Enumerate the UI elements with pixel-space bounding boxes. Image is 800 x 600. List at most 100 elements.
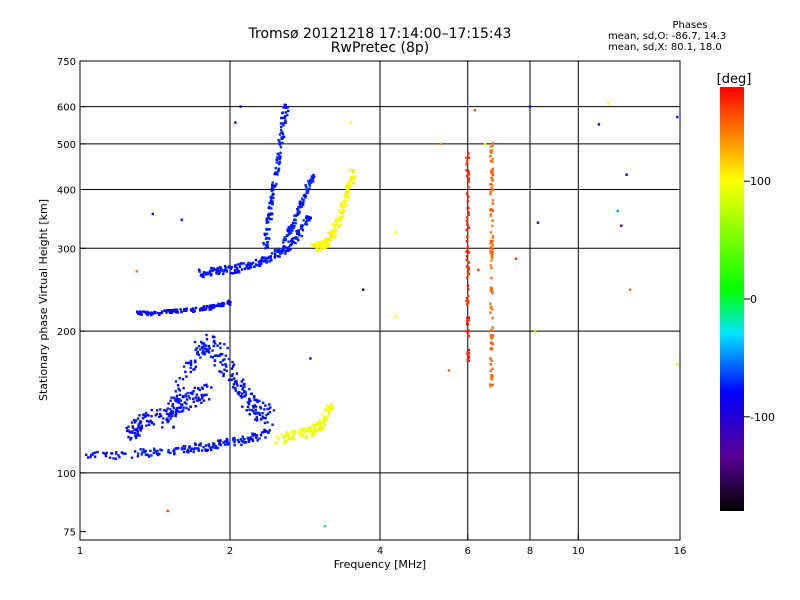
data-point	[323, 243, 327, 246]
data-point	[465, 297, 469, 300]
data-point	[343, 202, 346, 205]
data-point	[230, 374, 234, 377]
data-point	[186, 391, 189, 395]
data-point	[146, 313, 149, 317]
data-point	[490, 328, 493, 332]
data-point	[161, 421, 164, 424]
data-point	[489, 341, 493, 345]
data-point	[279, 128, 283, 132]
data-point	[247, 261, 251, 265]
data-point	[143, 415, 147, 418]
data-point	[182, 365, 186, 368]
data-point	[349, 121, 353, 124]
data-point	[304, 196, 307, 199]
data-point	[233, 270, 237, 274]
data-point	[194, 405, 197, 408]
data-point	[168, 309, 171, 312]
data-point	[246, 401, 250, 404]
data-point	[278, 142, 281, 146]
data-point	[491, 375, 494, 378]
data-point	[219, 443, 222, 447]
data-point	[279, 145, 283, 149]
data-point	[266, 243, 269, 247]
data-point	[254, 408, 257, 412]
data-point	[491, 144, 495, 148]
data-point	[231, 272, 234, 275]
data-point	[300, 205, 303, 209]
data-point	[246, 436, 250, 440]
data-point	[277, 438, 280, 441]
data-point	[329, 402, 333, 406]
data-point	[361, 288, 365, 291]
data-point	[321, 426, 324, 429]
data-point	[185, 309, 188, 313]
data-point	[236, 438, 240, 442]
data-point	[170, 396, 173, 399]
data-point	[210, 448, 213, 452]
data-point	[264, 416, 267, 420]
data-point	[233, 377, 236, 380]
data-point	[204, 444, 208, 447]
data-point	[335, 217, 339, 220]
data-point	[220, 370, 223, 374]
y-tick-label: 500	[57, 140, 76, 151]
data-point	[305, 215, 308, 218]
data-point	[159, 408, 162, 411]
data-point	[311, 430, 315, 433]
data-point	[134, 436, 138, 440]
data-point	[287, 109, 290, 113]
data-point	[183, 447, 186, 451]
data-point	[329, 231, 333, 234]
data-point	[130, 421, 134, 424]
data-point	[282, 245, 285, 248]
data-point	[189, 370, 193, 374]
data-point	[301, 434, 304, 438]
data-point	[208, 271, 212, 275]
data-point	[490, 241, 493, 245]
data-point	[292, 241, 296, 244]
data-point	[489, 155, 492, 158]
data-point	[489, 289, 493, 292]
data-point	[466, 359, 469, 362]
data-point	[200, 386, 204, 389]
data-point	[281, 122, 284, 125]
data-point	[304, 222, 307, 226]
data-point	[346, 187, 350, 191]
y-tick-label: 100	[57, 469, 76, 480]
data-point	[259, 405, 262, 409]
data-point	[212, 442, 215, 445]
data-point	[218, 442, 221, 446]
data-point	[171, 414, 174, 418]
data-point	[233, 386, 237, 390]
data-point	[300, 428, 304, 431]
data-point	[258, 260, 262, 263]
data-point	[491, 316, 494, 320]
data-point	[272, 409, 276, 412]
data-point	[327, 237, 331, 241]
data-point	[153, 311, 156, 314]
data-point	[196, 350, 199, 354]
data-point	[264, 237, 268, 241]
data-point	[141, 451, 144, 454]
data-point	[91, 453, 94, 457]
data-point	[222, 441, 225, 444]
data-point	[268, 217, 271, 220]
data-point	[489, 145, 492, 148]
data-point	[290, 242, 293, 246]
data-point	[290, 430, 293, 434]
data-point	[249, 266, 252, 269]
data-point	[254, 405, 258, 408]
data-point	[223, 368, 226, 371]
data-point	[136, 417, 140, 420]
data-point	[301, 433, 304, 436]
data-point	[242, 378, 245, 381]
data-point	[171, 402, 175, 406]
data-point	[133, 450, 137, 453]
data-point	[203, 353, 206, 356]
data-point	[302, 430, 305, 433]
data-point	[140, 424, 144, 428]
data-point	[194, 360, 197, 364]
data-point	[196, 352, 199, 356]
data-point	[491, 308, 494, 311]
data-point	[467, 272, 471, 276]
